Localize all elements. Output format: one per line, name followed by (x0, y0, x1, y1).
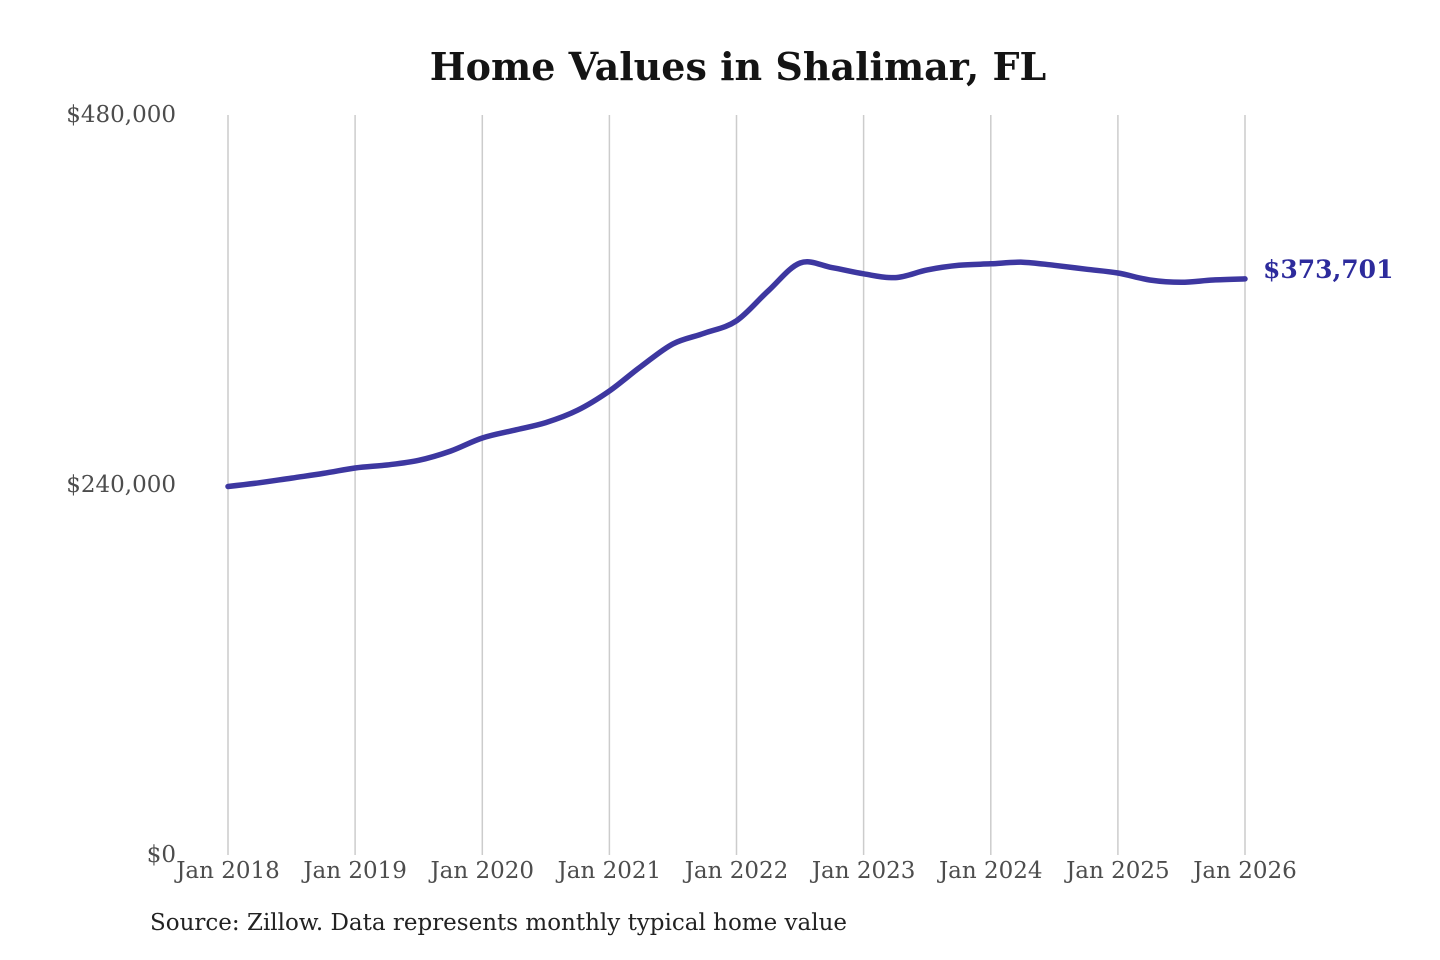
x-tick-label: Jan 2018 (176, 858, 280, 884)
source-note: Source: Zillow. Data represents monthly … (150, 910, 848, 936)
x-tick-label: Jan 2021 (557, 858, 662, 884)
latest-value-label: $373,701 (1263, 255, 1394, 284)
x-tick-label: Jan 2026 (1193, 858, 1297, 884)
x-tick-label: Jan 2019 (303, 858, 407, 884)
y-tick-label: $240,000 (66, 472, 176, 498)
x-tick-label: Jan 2020 (430, 858, 535, 884)
chart-title: Home Values in Shalimar, FL (429, 44, 1047, 89)
y-tick-label: $480,000 (66, 102, 176, 128)
price-line (225, 259, 1248, 490)
x-tick-label: Jan 2023 (811, 858, 916, 884)
x-tick-label: Jan 2024 (938, 858, 1043, 884)
x-tick-label: Jan 2025 (1066, 858, 1170, 884)
y-tick-label: $0 (146, 842, 176, 868)
x-tick-label: Jan 2022 (684, 858, 789, 884)
